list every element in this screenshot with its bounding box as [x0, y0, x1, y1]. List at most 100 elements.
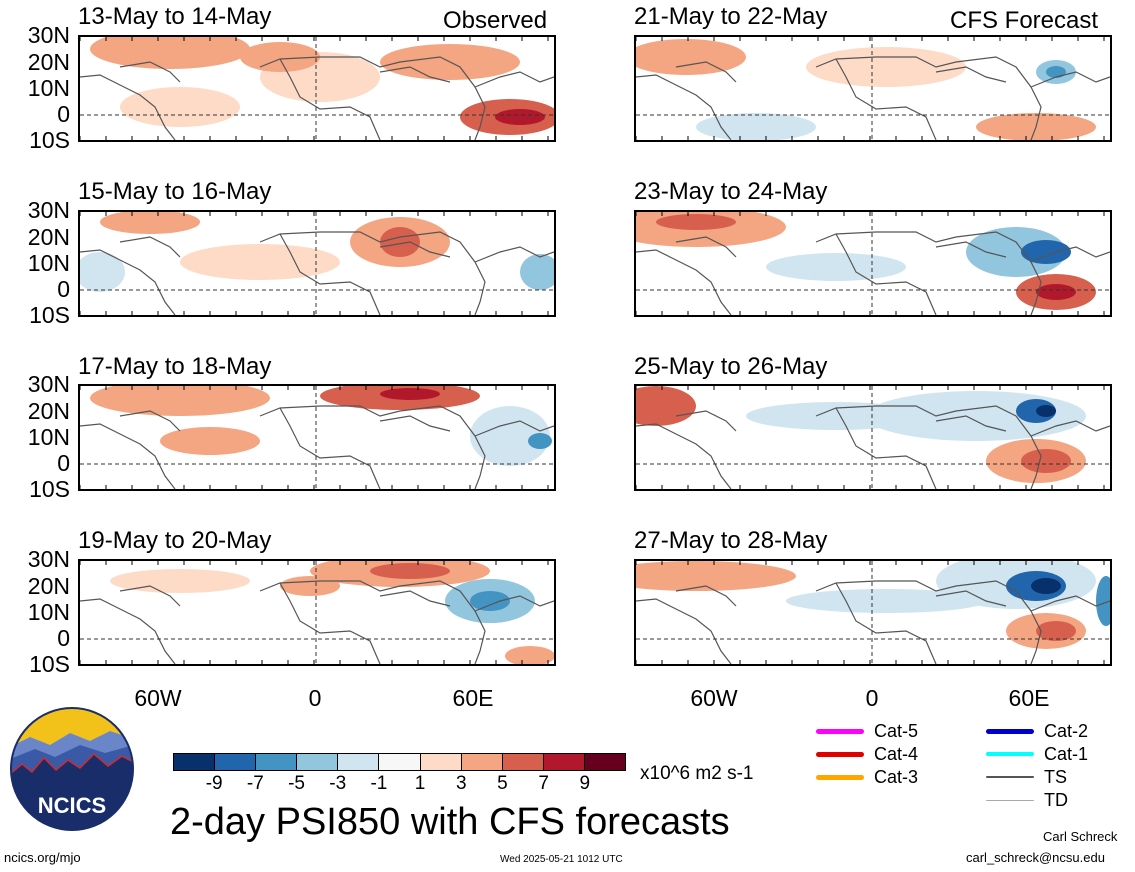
- map-panel-3: [78, 210, 556, 317]
- colorbar-swatch: [215, 754, 257, 770]
- legend-label: TD: [1044, 790, 1068, 810]
- contour-region: [1036, 284, 1076, 300]
- contour-region: [636, 386, 696, 426]
- legend-line-cat-2: [986, 728, 1034, 734]
- legend-label: TS: [1044, 767, 1068, 787]
- coastline: [636, 74, 732, 140]
- coastline: [675, 410, 737, 432]
- map-panel-1: [78, 35, 556, 142]
- coastline: [119, 410, 181, 432]
- lat-label: 10N: [27, 599, 70, 625]
- footer-author: Carl Schreck: [1043, 829, 1118, 844]
- lat-label: 10S: [29, 127, 70, 153]
- coastline: [835, 58, 937, 140]
- contour-region: [160, 427, 260, 455]
- legend-line-cat-1: [986, 752, 1034, 756]
- colorbar-tick-label: 7: [538, 773, 549, 794]
- ncics-logo: NCICS: [10, 707, 134, 831]
- map-panel-7: [78, 559, 556, 666]
- lat-label: 10S: [29, 476, 70, 502]
- contour-region: [806, 47, 966, 87]
- contour-region: [470, 591, 510, 611]
- contour-region: [90, 37, 250, 69]
- colorbar: [173, 753, 626, 771]
- lat-label: 0: [57, 101, 70, 127]
- lat-label: 30N: [27, 22, 70, 48]
- coastline: [474, 246, 554, 263]
- map-panel-2: [634, 35, 1112, 142]
- coastline: [379, 241, 451, 258]
- footer-url: ncics.org/mjo: [4, 850, 81, 865]
- legend-line-cat-5: [816, 728, 864, 734]
- contour-region: [120, 87, 240, 127]
- cfs-forecast-label: CFS Forecast: [950, 7, 1099, 34]
- colorbar-swatch: [420, 754, 462, 770]
- lat-label: 10N: [27, 424, 70, 450]
- observed-label: Observed: [443, 7, 548, 34]
- legend-label: Cat-2: [1044, 721, 1089, 741]
- contour-region: [380, 388, 440, 400]
- lon-label: 60W: [690, 685, 738, 711]
- coastline: [259, 580, 486, 664]
- psi850-field: [636, 212, 1110, 315]
- contour-region: [1036, 621, 1076, 641]
- coastline: [259, 56, 486, 140]
- panel-title-4: 23-May to 24-May: [634, 178, 828, 205]
- contour-region: [505, 646, 554, 664]
- colorbar-tick-label: 1: [414, 773, 426, 794]
- coastline: [119, 61, 181, 83]
- coastline: [815, 56, 1042, 140]
- colorbar-swatch: [584, 754, 626, 770]
- panel-title-6: 25-May to 26-May: [634, 353, 828, 380]
- lon-label: 60E: [452, 685, 494, 711]
- coastline: [935, 241, 1007, 258]
- contour-region: [746, 402, 926, 430]
- contour-region: [786, 589, 986, 613]
- coastline: [474, 71, 554, 88]
- contour-region: [528, 433, 552, 449]
- colorbar-tick-label: -9: [205, 773, 223, 794]
- lat-label: 20N: [27, 49, 70, 75]
- lat-label: 0: [57, 276, 70, 302]
- contour-region: [90, 386, 270, 416]
- coastline: [379, 415, 451, 432]
- map-panel-8: [634, 559, 1112, 666]
- lat-label: 0: [57, 450, 70, 476]
- lat-label: 30N: [27, 371, 70, 397]
- lat-label: 20N: [27, 398, 70, 424]
- footer-timestamp: Wed 2025-05-21 1012 UTC: [500, 854, 623, 865]
- contour-region: [766, 253, 906, 281]
- colorbar-tick-label: -1: [370, 773, 388, 794]
- lat-label: 20N: [27, 224, 70, 250]
- coastline: [636, 423, 732, 489]
- panel-title-8: 27-May to 28-May: [634, 527, 828, 554]
- psi850-field: [636, 37, 1110, 140]
- panel-title-3: 15-May to 16-May: [78, 178, 272, 205]
- coastline: [379, 66, 451, 83]
- contour-region: [1096, 576, 1110, 626]
- psi850-field: [80, 212, 554, 315]
- colorbar-swatch: [256, 754, 298, 770]
- legend-line-ts: [986, 776, 1034, 778]
- contour-region: [100, 212, 200, 234]
- lat-label: 0: [57, 625, 70, 651]
- coastline: [835, 233, 937, 315]
- psi850-field: [80, 386, 554, 489]
- panel-title-2: 21-May to 22-May: [634, 3, 828, 30]
- coastline: [279, 58, 381, 140]
- panel-title-5: 17-May to 18-May: [78, 353, 272, 380]
- coastline: [80, 598, 176, 664]
- contour-region: [1046, 66, 1066, 78]
- lat-label: 10S: [29, 651, 70, 677]
- footer-email: carl_schreck@ncsu.edu: [966, 850, 1105, 865]
- main-title: 2-day PSI850 with CFS forecasts: [170, 801, 730, 843]
- lat-label: 30N: [27, 546, 70, 572]
- coastline: [1030, 595, 1110, 612]
- contour-region: [636, 39, 746, 75]
- coastline: [279, 582, 381, 664]
- contour-region: [240, 42, 320, 72]
- coastline: [279, 233, 381, 315]
- contour-region: [1036, 405, 1056, 417]
- coastline: [935, 590, 1007, 607]
- legend-line-td: [986, 799, 1034, 801]
